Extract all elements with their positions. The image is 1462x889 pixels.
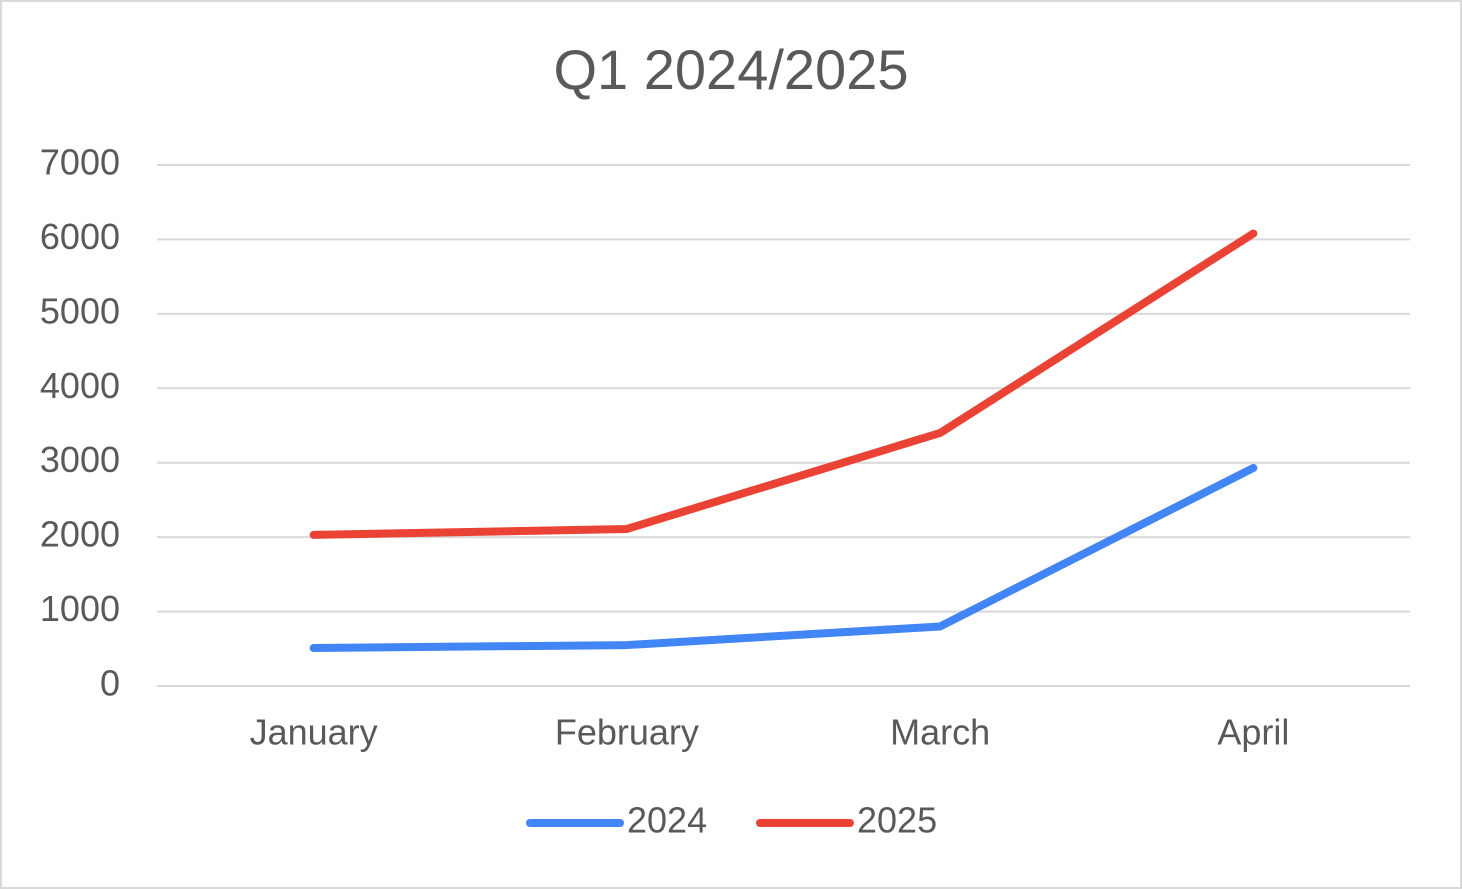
x-tick-label: April: [1217, 712, 1289, 753]
y-tick-label: 6000: [40, 216, 120, 257]
y-tick-label: 2000: [40, 514, 120, 555]
y-tick-label: 7000: [40, 142, 120, 183]
y-tick-label: 3000: [40, 439, 120, 480]
y-tick-label: 1000: [40, 588, 120, 629]
line-series: [309, 463, 1258, 653]
x-tick-label: March: [890, 712, 990, 753]
y-tick-label: 4000: [40, 365, 120, 406]
chart-title: Q1 2024/2025: [554, 38, 909, 101]
x-tick-label: February: [555, 712, 699, 753]
legend-label: 2025: [857, 800, 937, 841]
y-tick-label: 0: [100, 663, 120, 704]
legend-label: 2024: [627, 800, 707, 841]
y-tick-label: 5000: [40, 290, 120, 331]
x-tick-label: January: [250, 712, 378, 753]
line-series: [309, 229, 1258, 539]
